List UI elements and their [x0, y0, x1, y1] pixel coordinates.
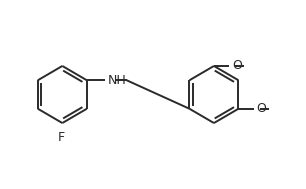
- Text: O: O: [256, 102, 266, 115]
- Text: NH: NH: [108, 74, 127, 87]
- Text: F: F: [57, 131, 64, 143]
- Text: O: O: [232, 60, 242, 72]
